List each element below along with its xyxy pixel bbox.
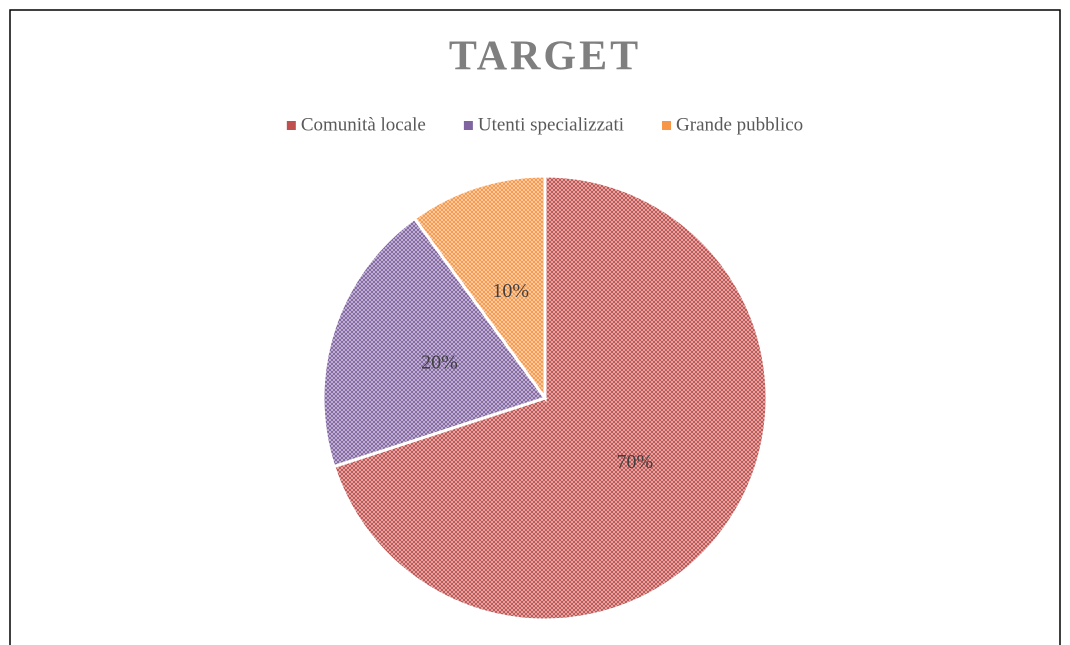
chart-frame [9,9,1061,645]
pie-slice [321,216,548,469]
legend-marker [463,121,473,130]
pie-slice [412,174,547,403]
legend-label: Utenti specializzati [478,114,624,135]
data-label: 20% [421,351,458,373]
data-label: 10% [492,280,529,302]
data-label: 70% [616,451,653,473]
pie-slice [331,174,769,622]
chart-title: TARGET [449,34,641,80]
legend-label: Comunità locale [301,114,426,135]
legend-marker [286,121,296,130]
legend-marker [662,121,672,130]
legend-label: Grande pubblico [676,114,803,135]
